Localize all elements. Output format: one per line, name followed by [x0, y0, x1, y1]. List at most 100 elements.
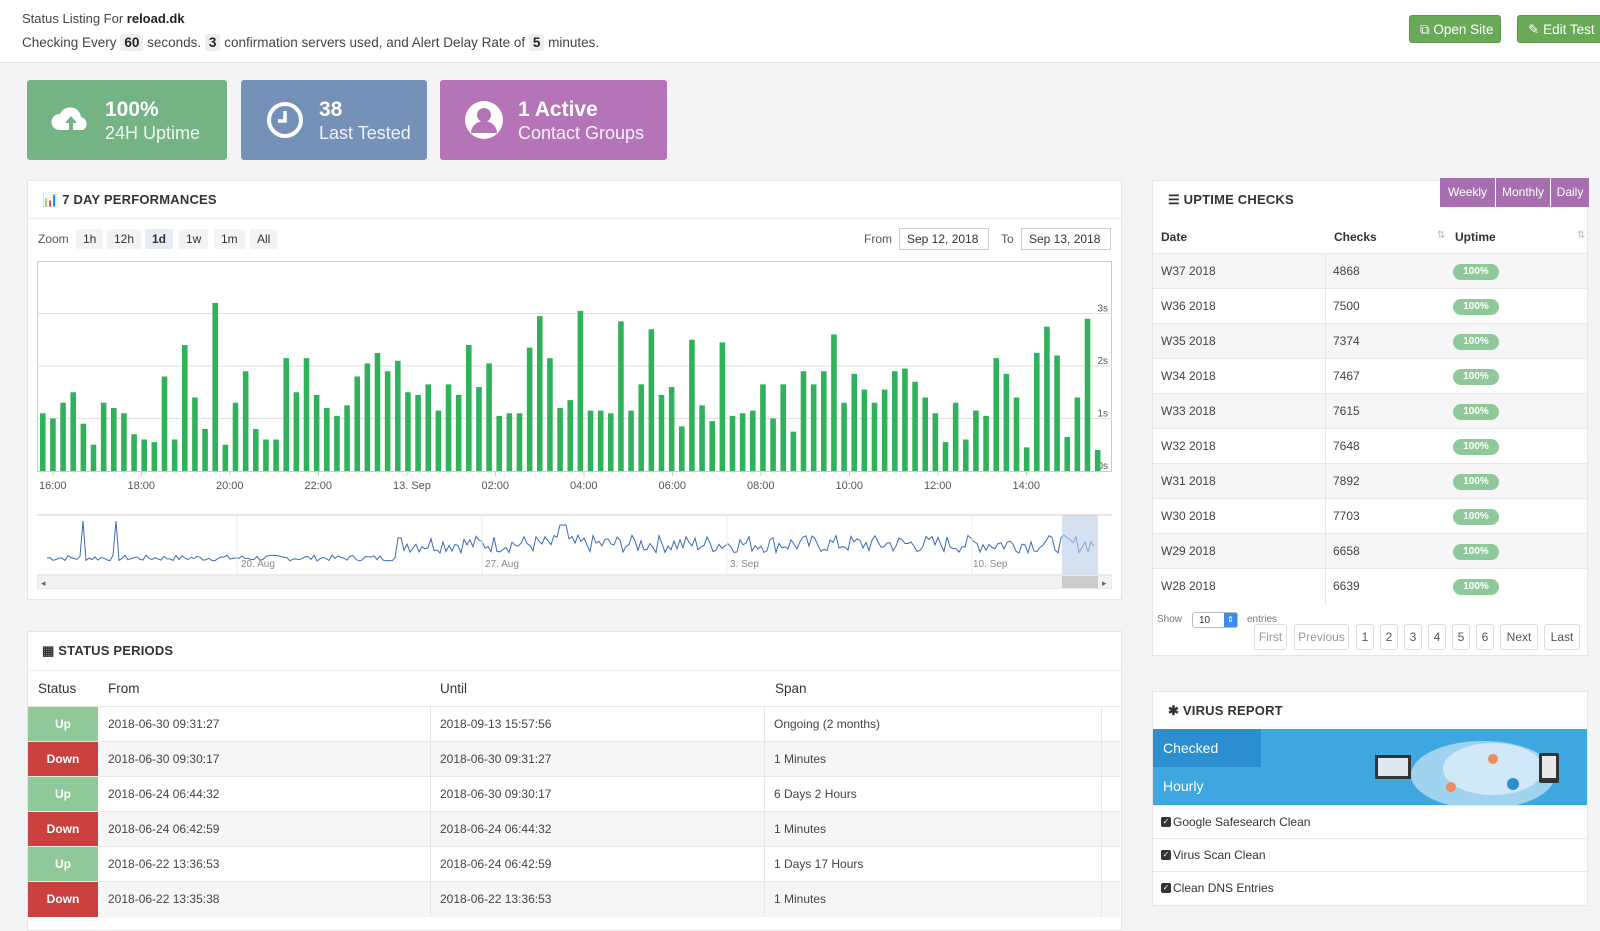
chart-bar[interactable] — [567, 400, 574, 471]
zoom-1w-button[interactable]: 1w — [179, 229, 209, 249]
chart-bar[interactable] — [395, 360, 401, 471]
chart-bar[interactable] — [100, 402, 107, 471]
sort-checks-icon[interactable]: ⇅ — [1437, 230, 1446, 241]
chart-bar[interactable] — [790, 431, 797, 471]
pager-first[interactable]: First — [1254, 624, 1287, 650]
chart-bar[interactable] — [283, 358, 290, 471]
chart-bar[interactable] — [405, 392, 411, 471]
chart-bar[interactable] — [912, 381, 918, 471]
tab-weekly[interactable]: Weekly — [1440, 178, 1495, 207]
chart-bar[interactable] — [770, 418, 776, 472]
pager-previous[interactable]: Previous — [1294, 624, 1349, 650]
chart-bar[interactable] — [1074, 397, 1081, 472]
chart-bar[interactable] — [121, 413, 127, 471]
chart-bar[interactable] — [557, 408, 563, 471]
chart-bar[interactable] — [973, 410, 979, 471]
chart-bar[interactable] — [1003, 373, 1010, 471]
chart-bar[interactable] — [1094, 450, 1101, 471]
chart-bar[interactable] — [232, 402, 239, 471]
chart-bar[interactable] — [709, 421, 716, 471]
from-date-input[interactable]: Sep 12, 2018 — [899, 228, 989, 250]
chart-bar[interactable] — [851, 373, 858, 471]
chart-bar[interactable] — [871, 402, 878, 471]
pager-1[interactable]: 1 — [1356, 624, 1374, 650]
chart-bar[interactable] — [963, 439, 969, 472]
chart-bar[interactable] — [922, 397, 929, 472]
chart-bar[interactable] — [374, 352, 381, 471]
chart-bar[interactable] — [729, 415, 736, 471]
chart-bar[interactable] — [60, 402, 66, 471]
chart-bar[interactable] — [476, 387, 482, 471]
pager-3[interactable]: 3 — [1404, 624, 1422, 650]
tab-daily[interactable]: Daily — [1551, 178, 1589, 207]
chart-bar[interactable] — [516, 413, 523, 471]
zoom-12h-button[interactable]: 12h — [107, 229, 142, 249]
chart-bar[interactable] — [364, 363, 371, 471]
chart-bar[interactable] — [263, 439, 269, 472]
chart-bar[interactable] — [679, 426, 685, 471]
chart-bar[interactable] — [648, 329, 655, 471]
chart-bar[interactable] — [131, 434, 137, 471]
chart-bar[interactable] — [587, 410, 594, 471]
chart-bar[interactable] — [942, 442, 949, 471]
chart-bar[interactable] — [50, 418, 56, 472]
pager-5[interactable]: 5 — [1452, 624, 1470, 650]
chart-bar[interactable] — [831, 334, 837, 472]
chart-bar[interactable] — [324, 408, 330, 471]
open-site-button[interactable]: ⧉ Open Site — [1409, 15, 1501, 43]
chart-bar[interactable] — [1044, 326, 1050, 471]
chart-bar[interactable] — [780, 384, 787, 471]
chart-bar[interactable] — [293, 392, 300, 471]
chart-bar[interactable] — [40, 413, 46, 471]
chart-bar[interactable] — [253, 429, 259, 471]
chart-navigator[interactable]: ◂ ▸ — [37, 513, 1112, 589]
chart-bar[interactable] — [739, 413, 746, 471]
chart-bar[interactable] — [577, 310, 584, 471]
chart-bar[interactable] — [202, 429, 208, 471]
chart-bar[interactable] — [171, 439, 178, 472]
chart-bar[interactable] — [334, 415, 340, 471]
chart-bar[interactable] — [719, 342, 726, 471]
chart-bar[interactable] — [689, 339, 695, 471]
chart-bar[interactable] — [881, 389, 888, 471]
chart-bar[interactable] — [810, 384, 817, 471]
chart-bar[interactable] — [841, 402, 847, 471]
chart-bar[interactable] — [618, 321, 624, 471]
col-checks[interactable]: Checks — [1334, 230, 1377, 244]
sort-uptime-icon[interactable]: ⇅ — [1577, 230, 1586, 241]
zoom-all-button[interactable]: All — [250, 229, 278, 249]
chart-bar[interactable] — [466, 345, 472, 471]
col-date[interactable]: Date — [1161, 230, 1188, 244]
chart-bar[interactable] — [1084, 318, 1091, 471]
chart-bar[interactable] — [1064, 436, 1071, 471]
col-uptime[interactable]: Uptime — [1455, 230, 1496, 244]
chart-bar[interactable] — [952, 402, 959, 471]
chart-bar[interactable] — [526, 347, 533, 471]
chart-bar[interactable] — [141, 439, 148, 472]
chart-bar[interactable] — [750, 410, 756, 471]
chart-bar[interactable] — [273, 439, 279, 472]
chart-bar[interactable] — [435, 410, 442, 471]
chart-bar[interactable] — [1054, 355, 1060, 472]
chart-bar[interactable] — [699, 405, 705, 471]
chart-bar[interactable] — [425, 384, 432, 471]
chart-bar[interactable] — [628, 410, 634, 471]
to-date-input[interactable]: Sep 13, 2018 — [1021, 228, 1111, 250]
chart-bar[interactable] — [445, 384, 452, 471]
chart-bar[interactable] — [932, 413, 939, 471]
edit-test-button[interactable]: ✎ Edit Test — [1517, 15, 1600, 43]
chart-bar[interactable] — [90, 444, 97, 471]
chart-bar[interactable] — [415, 394, 421, 471]
chart-bar[interactable] — [242, 371, 249, 471]
chart-bar[interactable] — [1034, 352, 1040, 471]
chart-bar[interactable] — [983, 415, 989, 471]
chart-bar[interactable] — [760, 384, 766, 471]
navigator-selection[interactable] — [1062, 515, 1098, 575]
chart-bar[interactable] — [354, 376, 361, 472]
chart-bar[interactable] — [993, 358, 1000, 471]
chart-bar[interactable] — [384, 371, 391, 471]
chart-bar[interactable] — [486, 363, 492, 471]
chart-bar[interactable] — [658, 394, 665, 471]
chart-bar[interactable] — [597, 410, 604, 471]
chart-bar[interactable] — [537, 316, 543, 471]
